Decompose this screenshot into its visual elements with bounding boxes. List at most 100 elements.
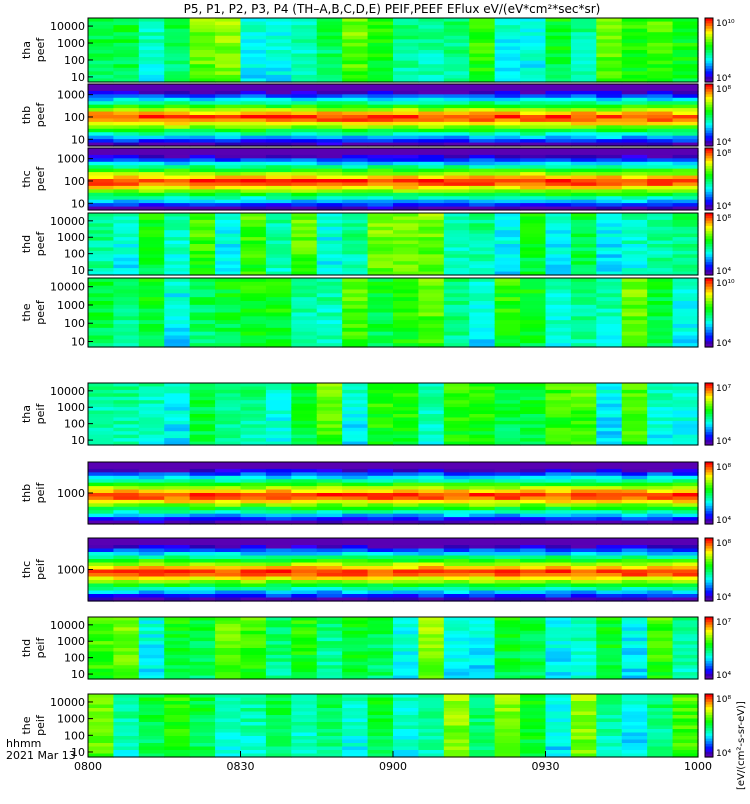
heatmap-cell (520, 623, 547, 628)
heatmap-cell (672, 216, 699, 221)
heatmap-cell (113, 182, 140, 187)
heatmap-cell (596, 513, 623, 518)
heatmap-cell (240, 468, 267, 473)
heatmap-cell (545, 125, 572, 130)
heatmap-cell (570, 35, 597, 40)
heatmap-cell (545, 257, 572, 262)
heatmap-cell (189, 694, 216, 699)
colorbar-segment (705, 133, 713, 137)
heatmap-cell (443, 493, 470, 498)
heatmap-cell (469, 517, 496, 522)
heatmap-cell (418, 517, 445, 522)
heatmap-cell (647, 590, 674, 595)
heatmap-cell (138, 335, 165, 340)
heatmap-cell (189, 84, 216, 89)
heatmap-cell (316, 641, 343, 646)
heatmap-cell (88, 247, 115, 252)
heatmap-cell (570, 637, 597, 642)
heatmap-cell (621, 97, 648, 102)
x-axis-unit-label: hhmm (6, 737, 41, 750)
heatmap-cell (418, 154, 445, 159)
heatmap-cell (113, 297, 140, 302)
heatmap-cell (240, 158, 267, 163)
heatmap-cell (647, 541, 674, 546)
heatmap-cell (545, 637, 572, 642)
colorbar-segment (705, 500, 713, 504)
heatmap-cell (164, 736, 191, 741)
heatmap-cell (189, 634, 216, 639)
heatmap-cell (393, 644, 420, 649)
heatmap-cell (596, 389, 623, 394)
heatmap-cell (367, 583, 394, 588)
heatmap-cell (647, 121, 674, 126)
colorbar-segment (705, 582, 713, 586)
heatmap-cell (672, 97, 699, 102)
heatmap-cell (316, 736, 343, 741)
heatmap-cell (443, 308, 470, 314)
heatmap-cell (443, 50, 470, 55)
heatmap-cell (443, 393, 470, 398)
heatmap-cell (215, 506, 242, 511)
heatmap-cell (215, 335, 242, 340)
colorbar-segment (705, 518, 713, 523)
heatmap-cell (215, 327, 242, 333)
heatmap-cell (138, 268, 165, 273)
heatmap-cell (621, 555, 648, 560)
heatmap-cell (443, 343, 470, 348)
heatmap-cell (494, 661, 521, 666)
heatmap-cell (621, 407, 648, 412)
heatmap-cell (215, 569, 242, 574)
colorbar-segment (705, 233, 713, 237)
heatmap-cell (443, 46, 470, 51)
heatmap-cell (520, 753, 547, 758)
heatmap-cell (367, 462, 394, 467)
heatmap-cell (672, 185, 699, 190)
heatmap-cell (647, 60, 674, 65)
heatmap-cell (164, 199, 191, 204)
heatmap-cell (138, 293, 165, 298)
heatmap-cell (647, 513, 674, 518)
heatmap-cell (469, 213, 496, 218)
heatmap-cell (469, 192, 496, 197)
heatmap-cell (189, 545, 216, 550)
heatmap-cell (494, 297, 521, 302)
heatmap-cell (215, 87, 242, 92)
heatmap-cell (469, 746, 496, 751)
heatmap-cell (393, 261, 420, 266)
heatmap-cell (189, 312, 216, 317)
heatmap-cell (240, 493, 267, 498)
heatmap-cell (621, 548, 648, 553)
heatmap-cell (647, 746, 674, 751)
heatmap-cell (215, 308, 242, 314)
heatmap-cell (164, 479, 191, 484)
heatmap-cell (316, 479, 343, 484)
heatmap-cell (316, 196, 343, 201)
heatmap-cell (494, 697, 521, 702)
colorbar-segment (705, 751, 713, 755)
heatmap-cell (265, 230, 292, 235)
heatmap-cell (164, 417, 191, 422)
heatmap-cell (520, 746, 547, 751)
heatmap-cell (621, 261, 648, 266)
heatmap-cell (545, 479, 572, 484)
heatmap-cell (418, 715, 445, 720)
heatmap-cell (342, 665, 369, 670)
heatmap-cell (240, 552, 267, 557)
heatmap-cell (164, 617, 191, 622)
heatmap-cell (621, 386, 648, 391)
heatmap-cell (469, 414, 496, 419)
heatmap-cell (240, 18, 267, 23)
heatmap-cell (672, 35, 699, 40)
heatmap-cell (240, 623, 267, 628)
heatmap-cell (316, 637, 343, 642)
heatmap-cell (596, 496, 623, 501)
heatmap-cell (113, 327, 140, 333)
heatmap-cell (469, 179, 496, 184)
heatmap-cell (367, 324, 394, 329)
heatmap-cell (545, 320, 572, 325)
heatmap-cell (342, 468, 369, 473)
heatmap-cell (596, 308, 623, 314)
heatmap-cell (545, 42, 572, 48)
heatmap-cell (443, 179, 470, 184)
heatmap-cell (494, 57, 521, 62)
